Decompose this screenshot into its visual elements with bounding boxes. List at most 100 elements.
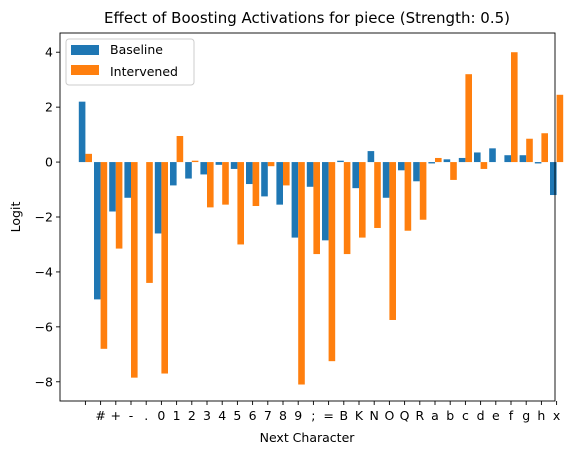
legend-swatch-baseline xyxy=(71,45,99,55)
bar-baseline-8 xyxy=(200,162,207,175)
x-tick-label: b xyxy=(446,408,454,423)
legend-label-intervened: Intervened xyxy=(110,64,178,79)
x-tick-label: 8 xyxy=(279,408,287,423)
bar-intervened-0 xyxy=(85,153,92,163)
bar-baseline-27 xyxy=(489,148,496,163)
bar-baseline-20 xyxy=(382,162,390,198)
bar-intervened-29 xyxy=(526,138,533,163)
y-axis-label: Logit xyxy=(8,202,23,233)
legend: Baseline Intervened xyxy=(65,38,195,86)
bar-baseline-23 xyxy=(428,162,435,164)
bar-baseline-29 xyxy=(519,155,527,163)
x-tick-label: N xyxy=(370,408,379,423)
x-tick-label: h xyxy=(537,408,545,423)
bar-intervened-25 xyxy=(465,74,472,163)
bar-intervened-16 xyxy=(328,162,336,362)
bar-baseline-0 xyxy=(78,101,86,163)
x-tick-label: = xyxy=(323,408,333,423)
bar-intervened-30 xyxy=(541,133,548,163)
y-tick-label: 2 xyxy=(45,100,53,115)
plot-bars xyxy=(78,52,564,385)
y-tick-label: −8 xyxy=(35,374,53,389)
bar-baseline-15 xyxy=(306,162,314,187)
x-tick-label: 3 xyxy=(203,408,211,423)
legend-label-baseline: Baseline xyxy=(110,42,163,57)
y-tick-label: −2 xyxy=(35,210,53,225)
bar-intervened-26 xyxy=(480,162,488,169)
bar-intervened-14 xyxy=(298,162,305,385)
bar-intervened-2 xyxy=(115,162,123,249)
bar-baseline-5 xyxy=(154,162,162,234)
x-tick-label: 0 xyxy=(157,408,165,423)
x-tick-label: 2 xyxy=(188,408,196,423)
x-tick-label: 7 xyxy=(264,408,272,423)
x-tick-label: 6 xyxy=(249,408,257,423)
bar-baseline-24 xyxy=(443,159,451,163)
bar-intervened-4 xyxy=(146,162,153,283)
bar-baseline-21 xyxy=(398,162,405,171)
y-axis-ticks: 4 2 0 −2 −4 −6 −8 xyxy=(35,45,60,389)
bar-baseline-14 xyxy=(291,162,299,238)
bar-baseline-1 xyxy=(94,162,101,300)
x-tick-label: ; xyxy=(311,408,315,423)
bar-baseline-17 xyxy=(337,160,344,163)
x-tick-label: 9 xyxy=(294,408,302,423)
y-tick-label: 0 xyxy=(45,155,53,170)
bar-intervened-28 xyxy=(511,52,518,163)
x-tick-label: + xyxy=(111,408,121,423)
bar-intervened-10 xyxy=(237,162,244,245)
bar-baseline-18 xyxy=(352,162,359,189)
bar-baseline-3 xyxy=(124,162,131,198)
bar-baseline-30 xyxy=(534,162,542,164)
legend-swatch-intervened xyxy=(71,65,99,75)
bar-intervened-9 xyxy=(222,162,229,205)
bar-intervened-3 xyxy=(131,162,138,378)
bar-baseline-31 xyxy=(550,162,557,196)
x-axis-label: Next Character xyxy=(260,430,356,445)
bar-intervened-5 xyxy=(161,162,168,374)
y-tick-label: −6 xyxy=(35,319,53,334)
bar-intervened-22 xyxy=(419,162,427,220)
bar-baseline-10 xyxy=(230,162,238,169)
bar-intervened-24 xyxy=(450,162,457,180)
x-tick-label: 4 xyxy=(218,408,226,423)
bar-intervened-20 xyxy=(389,162,396,320)
chart-title: Effect of Boosting Activations for piece… xyxy=(104,9,510,27)
x-tick-label: . xyxy=(144,408,148,423)
bar-intervened-21 xyxy=(404,162,412,231)
x-tick-label: K xyxy=(355,408,364,423)
bar-baseline-22 xyxy=(413,162,420,182)
bar-intervened-17 xyxy=(343,162,351,255)
bar-baseline-2 xyxy=(109,162,116,212)
x-tick-label: B xyxy=(340,408,349,423)
bar-baseline-16 xyxy=(322,162,329,241)
x-tick-label: Q xyxy=(400,408,410,423)
x-tick-label: - xyxy=(129,408,134,423)
bar-baseline-9 xyxy=(215,162,223,165)
bar-intervened-13 xyxy=(283,162,290,186)
bar-baseline-11 xyxy=(246,162,253,185)
x-tick-label: # xyxy=(95,408,105,423)
bar-intervened-18 xyxy=(359,162,366,238)
y-tick-label: 4 xyxy=(45,45,53,60)
bar-baseline-13 xyxy=(276,162,283,205)
x-tick-label: d xyxy=(477,408,485,423)
x-tick-label: a xyxy=(431,408,439,423)
bar-intervened-6 xyxy=(176,135,184,163)
bar-intervened-11 xyxy=(252,162,260,207)
x-tick-label: x xyxy=(553,408,560,423)
bar-baseline-19 xyxy=(367,151,375,163)
x-tick-label: c xyxy=(462,408,469,423)
x-tick-label: f xyxy=(509,408,514,423)
bar-intervened-8 xyxy=(207,162,214,208)
bar-baseline-6 xyxy=(170,162,177,186)
x-tick-label: R xyxy=(415,408,424,423)
x-tick-label: g xyxy=(522,408,530,423)
x-tick-label: e xyxy=(492,408,500,423)
bar-intervened-15 xyxy=(313,162,320,255)
y-tick-label: −4 xyxy=(35,264,53,279)
bar-intervened-12 xyxy=(267,162,275,167)
bar-intervened-31 xyxy=(556,94,564,163)
